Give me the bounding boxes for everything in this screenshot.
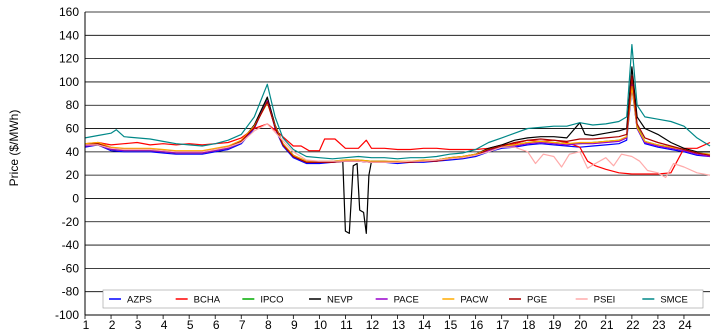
x-tick-label: 10 <box>314 318 328 332</box>
y-tick-label: 40 <box>66 145 80 159</box>
gridlines <box>85 11 710 316</box>
y-tick-label: 100 <box>59 75 79 89</box>
x-tick-label: 4 <box>161 318 168 332</box>
x-tick-label: 15 <box>444 318 458 332</box>
legend-label-smce: SMCE <box>660 295 687 306</box>
x-tick-label: 18 <box>522 318 536 332</box>
x-tick-label: 3 <box>135 318 142 332</box>
legend-label-nevp: NEVP <box>327 295 353 306</box>
x-tick-label: 11 <box>340 318 353 332</box>
legend-label-pacw: PACW <box>460 295 488 306</box>
x-tick-label: 2 <box>109 318 116 332</box>
legend-label-ipco: IPCO <box>260 295 283 306</box>
x-tick-label: 12 <box>366 318 380 332</box>
legend: AZPS BCHA IPCO NEVP PACE PACW PGE PSEI SMCE <box>102 289 704 309</box>
y-tick-label: -60 <box>62 261 80 275</box>
y-tick-label: 140 <box>59 28 79 42</box>
y-tick-label: 60 <box>66 122 80 136</box>
legend-label-azps: AZPS <box>127 295 152 306</box>
series-lines <box>84 44 711 234</box>
x-tick-label: 24 <box>678 318 692 332</box>
legend-label-pace: PACE <box>394 295 419 306</box>
y-axis-label: Price ($/MWh) <box>7 110 21 187</box>
x-tick-label: 1 <box>83 318 90 332</box>
x-tick-label: 7 <box>239 318 246 332</box>
y-tick-label: 0 <box>72 191 79 205</box>
x-tick-label: 8 <box>265 318 272 332</box>
x-tick-label: 23 <box>652 318 666 332</box>
x-tick-label: 19 <box>548 318 562 332</box>
y-tick-label: 120 <box>59 52 79 66</box>
y-tick-label: 160 <box>59 5 79 19</box>
series-line-psei <box>85 123 711 179</box>
y-tick-label: -100 <box>55 308 79 322</box>
series-line-bcha <box>84 123 711 175</box>
y-tick-label: -20 <box>62 215 80 229</box>
x-tick-label: 20 <box>574 318 588 332</box>
y-tick-label: -40 <box>62 238 80 252</box>
x-tick-label: 16 <box>470 318 484 332</box>
x-tick-label: 6 <box>213 318 220 332</box>
x-tick-label: 22 <box>626 318 640 332</box>
x-tick-label: 14 <box>418 318 432 332</box>
legend-label-bcha: BCHA <box>194 295 221 306</box>
x-tick-label: 21 <box>600 318 614 332</box>
x-tick-label: 5 <box>187 318 194 332</box>
y-tick-label: 80 <box>66 98 80 112</box>
legend-label-pge: PGE <box>527 295 547 306</box>
axes <box>84 12 710 319</box>
x-tick-label: 17 <box>496 318 510 332</box>
legend-label-psei: PSEI <box>594 295 616 306</box>
series-line-smce <box>84 44 711 160</box>
y-tick-label: 20 <box>66 168 80 182</box>
x-tick-label: 9 <box>291 318 298 332</box>
y-tick-label: -80 <box>62 285 80 299</box>
x-tick-label: 13 <box>392 318 406 332</box>
legend-box <box>102 289 704 309</box>
